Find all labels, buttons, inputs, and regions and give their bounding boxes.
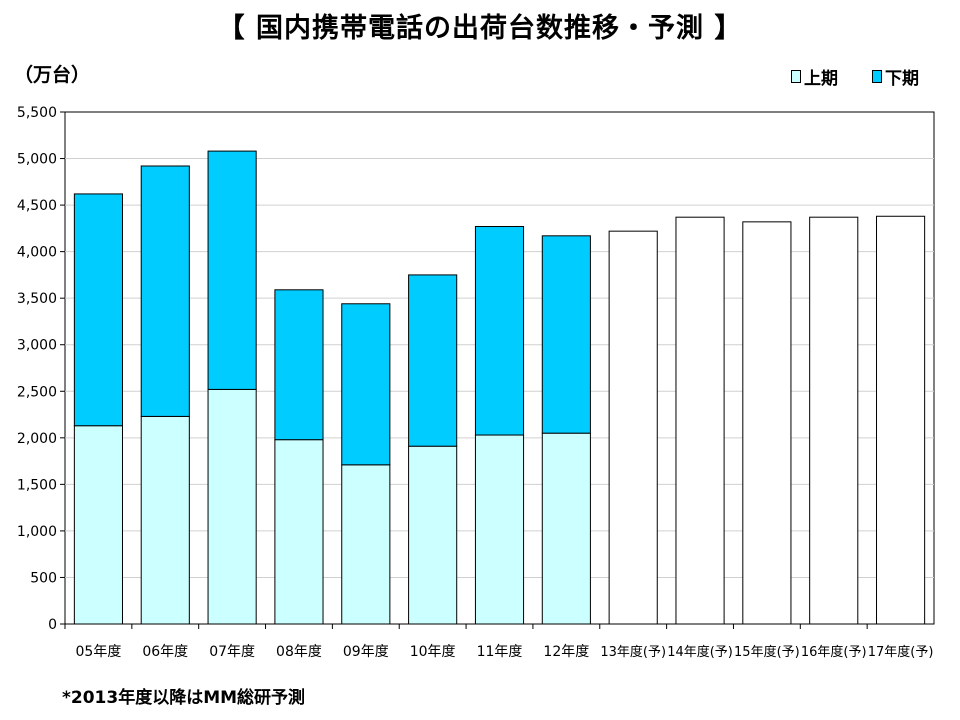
x-tick-label: 07年度 [209,644,255,660]
bar-forecast [809,216,859,625]
x-tick-label: 10年度 [410,644,456,660]
y-tick-label: 3,000 [17,338,57,354]
legend-swatch-first-half [791,70,801,83]
y-tick-label: 0 [48,617,57,633]
y-tick-label: 4,000 [17,245,57,261]
bar-first-half [541,432,591,625]
y-tick-label: 1,000 [17,524,57,540]
x-tick-label: 17年度(予) [868,644,934,660]
x-tick-label: 08年度 [276,644,322,660]
bar-second-half [140,165,190,417]
legend-item-second-half: 下期 [872,64,919,89]
x-tick-label: 09年度 [343,644,389,660]
bar-second-half [207,150,257,390]
x-tick-label: 11年度 [477,644,523,660]
legend-item-first-half: 上期 [791,64,838,89]
bar-first-half [73,425,123,625]
x-tick-label: 06年度 [142,644,188,660]
bar-forecast [675,216,725,625]
x-tick-label: 05年度 [76,644,122,660]
y-tick-label: 2,500 [17,384,57,400]
y-axis-unit-label: （万台） [14,64,91,86]
y-tick-label: 500 [30,570,57,586]
y-tick-label: 5,000 [17,152,57,168]
bar-second-half [541,235,591,434]
legend-label-first-half: 上期 [804,69,838,89]
bar-first-half [140,415,190,625]
bar-first-half [408,445,458,625]
chart-title: 【 国内携帯電話の出荷台数推移・予測 】 [217,13,743,44]
x-tick-label: 12年度 [543,644,589,660]
bar-first-half [207,388,257,625]
bar-first-half [274,439,324,625]
legend-label-second-half: 下期 [885,69,919,89]
bar-second-half [474,226,525,436]
bar-second-half [73,193,123,427]
footnote: *2013年度以降はMM総研予測 [62,688,306,708]
bar-forecast [608,230,658,625]
bar-first-half [474,434,525,625]
legend-swatch-second-half [872,70,882,83]
bar-forecast [876,215,926,625]
y-tick-label: 1,500 [17,477,57,493]
bar-first-half [341,464,391,625]
bar-forecast [742,221,792,625]
y-tick-label: 2,000 [17,431,57,447]
bar-second-half [408,274,458,447]
x-tick-label: 15年度(予) [734,644,800,660]
x-tick-label: 14年度(予) [667,644,733,660]
y-tick-label: 5,500 [17,105,57,121]
y-tick-label: 3,500 [17,291,57,307]
x-tick-label: 13年度(予) [600,644,666,660]
x-tick-label: 16年度(予) [801,644,867,660]
y-tick-label: 4,500 [17,198,57,214]
bar-second-half [274,289,324,441]
bar-second-half [341,303,391,466]
